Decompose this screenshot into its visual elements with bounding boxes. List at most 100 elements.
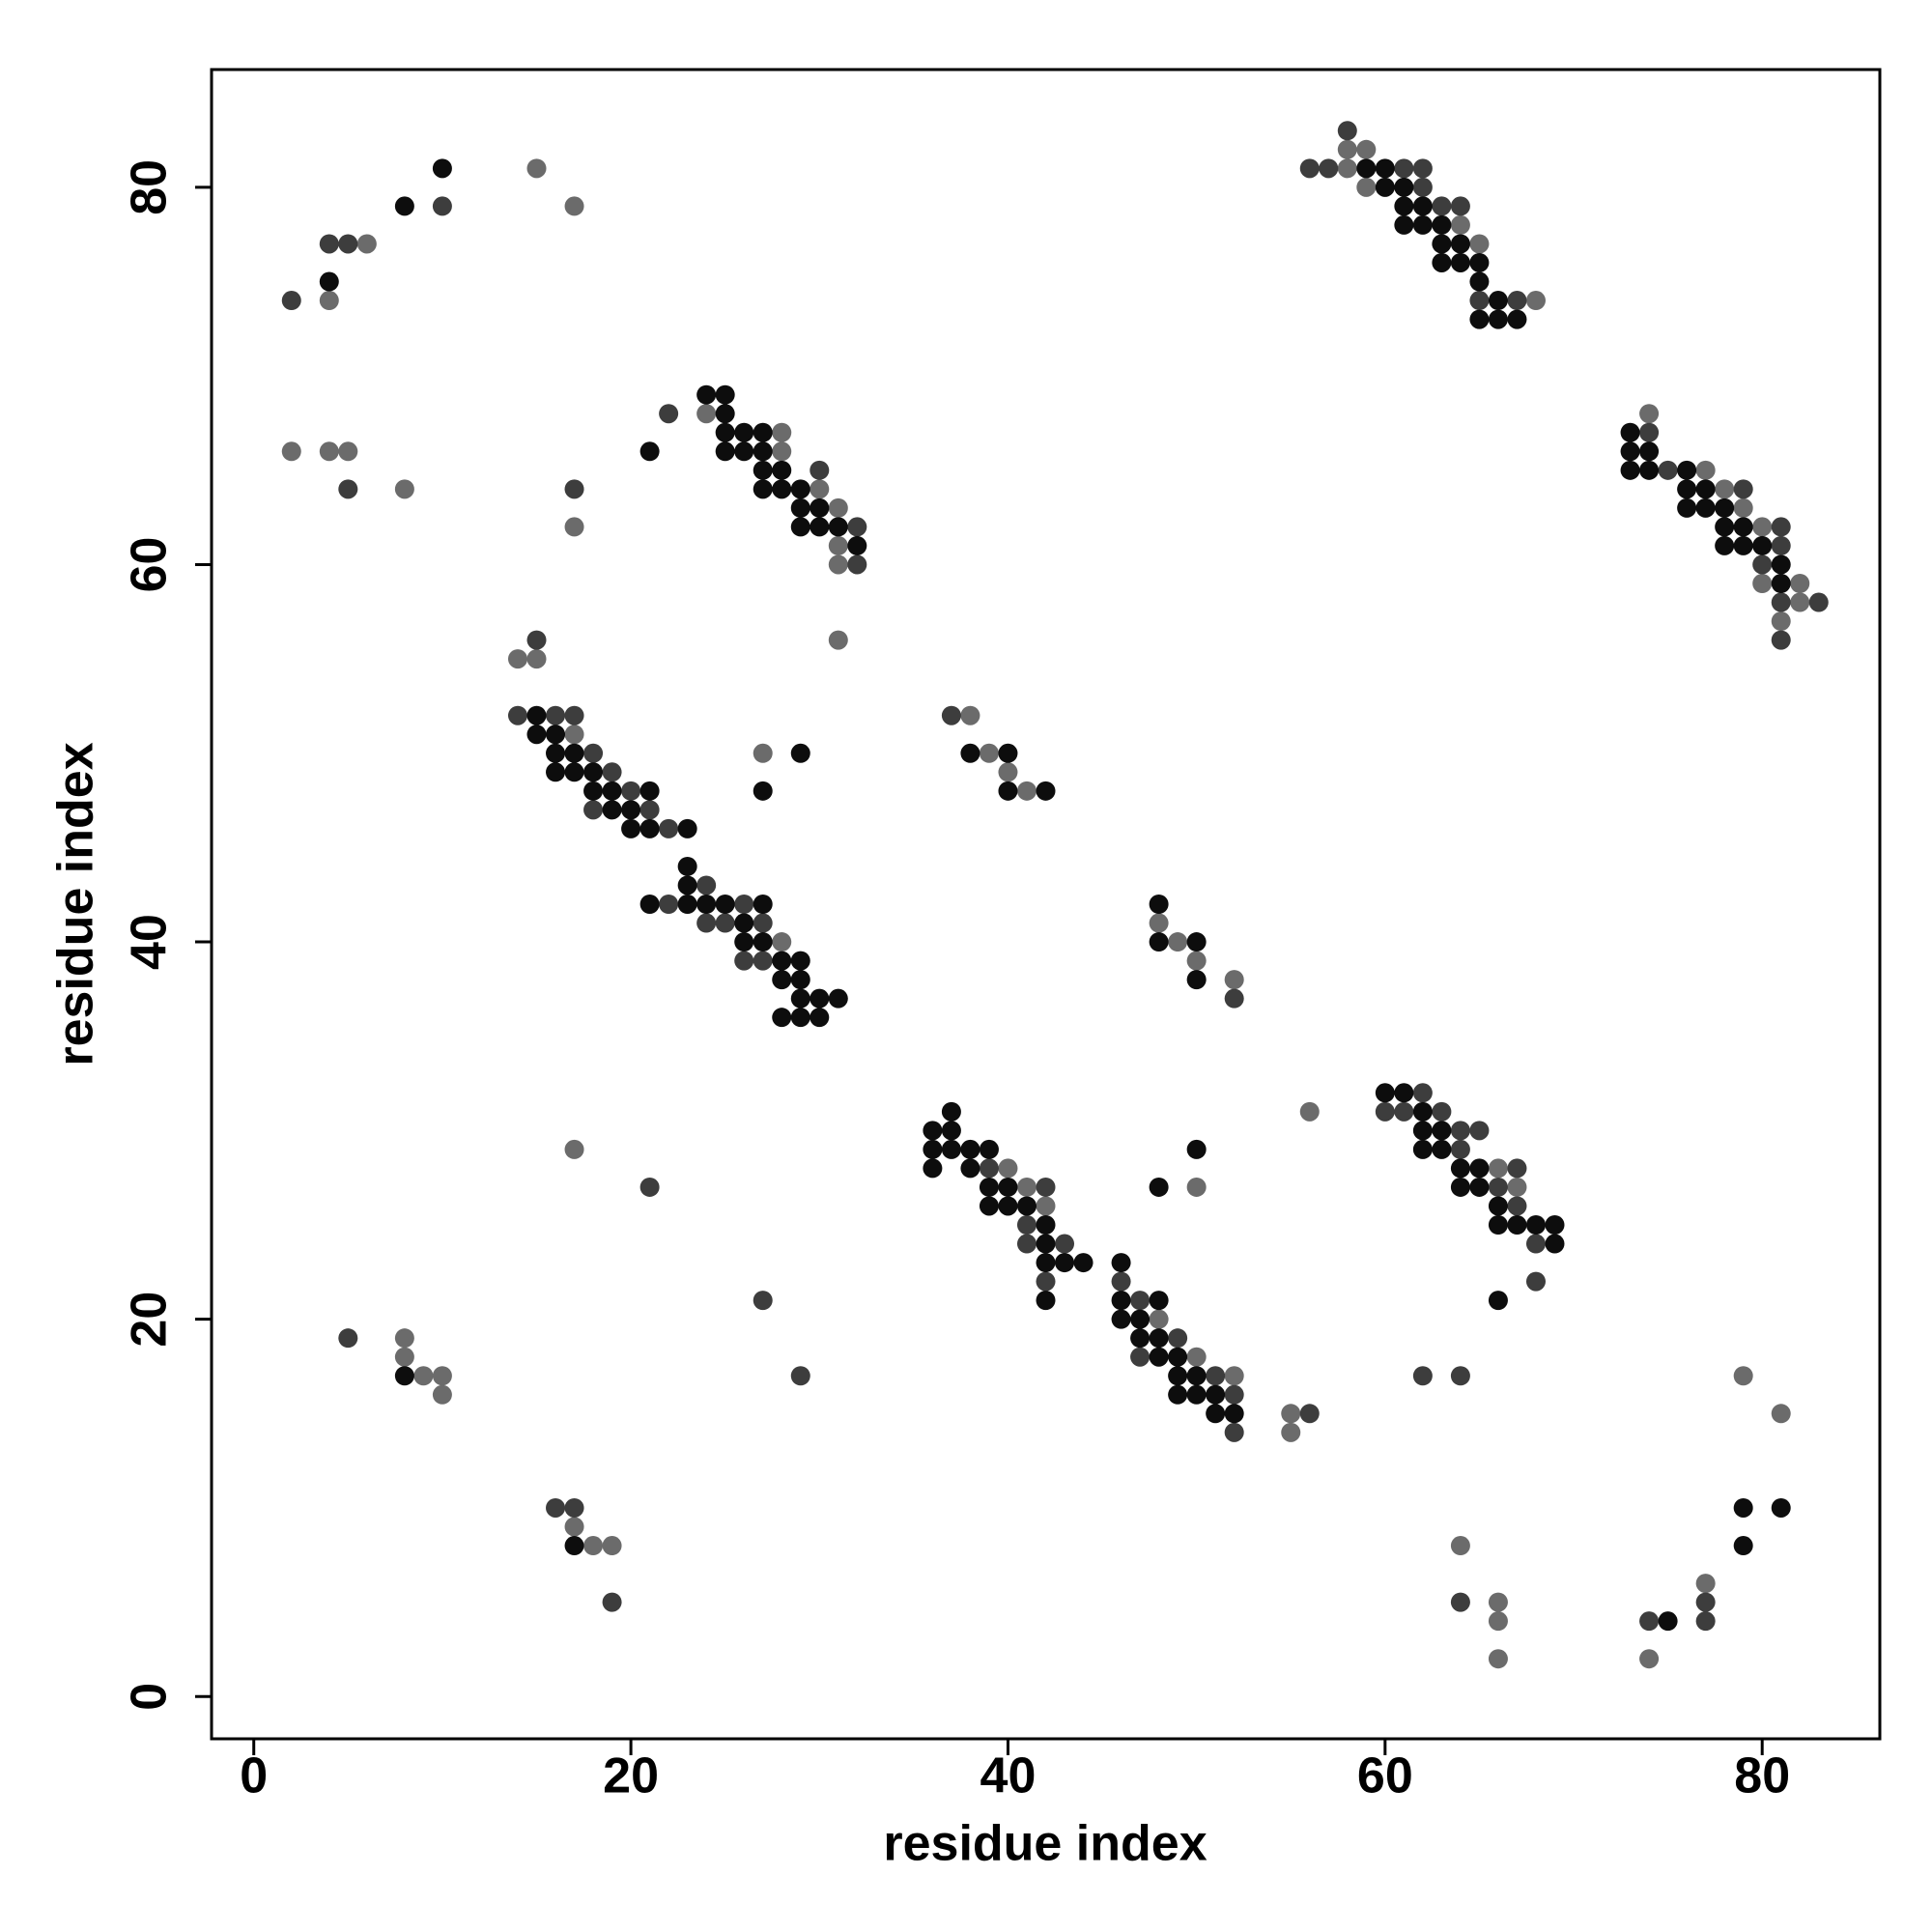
point xyxy=(1639,404,1660,424)
point xyxy=(1394,177,1414,197)
point xyxy=(338,441,358,462)
point xyxy=(1525,1271,1546,1292)
point xyxy=(715,441,735,462)
point xyxy=(583,1536,604,1556)
point xyxy=(1525,1215,1546,1236)
point xyxy=(1790,573,1810,593)
point xyxy=(1224,1422,1244,1442)
point xyxy=(715,895,735,914)
point xyxy=(1224,970,1244,990)
point xyxy=(1186,1177,1207,1197)
point xyxy=(432,1366,452,1386)
point xyxy=(1695,460,1716,480)
point xyxy=(1752,554,1773,575)
point xyxy=(526,158,547,179)
x-tick-label: 60 xyxy=(1357,1748,1413,1804)
point xyxy=(1639,441,1660,462)
point xyxy=(941,1139,961,1159)
point xyxy=(1299,1404,1320,1424)
point xyxy=(1771,573,1791,593)
point xyxy=(1450,196,1470,216)
point xyxy=(1224,1384,1244,1405)
point xyxy=(828,554,848,575)
point xyxy=(394,479,414,499)
point xyxy=(1111,1271,1131,1292)
point xyxy=(753,479,773,499)
point xyxy=(1469,271,1490,292)
point xyxy=(1469,1158,1490,1179)
point xyxy=(1168,932,1188,952)
point xyxy=(772,951,792,971)
point xyxy=(715,384,735,405)
point xyxy=(546,1497,566,1518)
point xyxy=(772,460,792,480)
point xyxy=(1206,1384,1226,1405)
point xyxy=(1771,611,1791,632)
point xyxy=(1130,1328,1151,1349)
point xyxy=(1488,1592,1508,1612)
point xyxy=(507,649,527,669)
point xyxy=(1206,1366,1226,1386)
point xyxy=(1450,1121,1470,1141)
point xyxy=(394,1366,414,1386)
point xyxy=(1469,1177,1490,1197)
point xyxy=(1715,497,1735,518)
point xyxy=(413,1366,434,1386)
point xyxy=(941,705,961,725)
point xyxy=(1281,1422,1301,1442)
point xyxy=(564,743,584,763)
point xyxy=(1488,1158,1508,1179)
point xyxy=(1488,309,1508,329)
point xyxy=(1488,1177,1508,1197)
point xyxy=(696,913,717,933)
point xyxy=(621,781,641,801)
point xyxy=(564,196,584,216)
point xyxy=(1450,1177,1470,1197)
point xyxy=(753,895,773,914)
x-tick-label: 80 xyxy=(1734,1748,1790,1804)
point xyxy=(1658,460,1678,480)
point xyxy=(583,800,604,820)
point xyxy=(1130,1309,1151,1329)
point xyxy=(772,932,792,952)
point xyxy=(564,1497,584,1518)
point xyxy=(1168,1366,1188,1386)
point xyxy=(753,781,773,801)
point xyxy=(847,554,867,575)
point xyxy=(1394,1101,1414,1122)
point xyxy=(281,291,301,311)
point xyxy=(998,743,1018,763)
point xyxy=(1450,1158,1470,1179)
point xyxy=(1469,1121,1490,1141)
point xyxy=(602,800,622,820)
point xyxy=(1790,592,1810,612)
point xyxy=(1394,1083,1414,1103)
point xyxy=(734,932,754,952)
point xyxy=(772,479,792,499)
point xyxy=(1733,497,1753,518)
point xyxy=(319,441,339,462)
point xyxy=(941,1101,961,1122)
y-axis-title: residue index xyxy=(48,742,104,1065)
point xyxy=(1715,517,1735,537)
point xyxy=(1412,158,1433,179)
point xyxy=(979,1139,999,1159)
point xyxy=(810,479,830,499)
point xyxy=(753,441,773,462)
point xyxy=(734,913,754,933)
point xyxy=(1111,1253,1131,1273)
point xyxy=(1206,1404,1226,1424)
point xyxy=(1036,1234,1056,1254)
point xyxy=(734,422,754,442)
point xyxy=(356,234,377,254)
point xyxy=(979,1196,999,1216)
point xyxy=(526,649,547,669)
point xyxy=(979,1177,999,1197)
point xyxy=(828,497,848,518)
point xyxy=(753,743,773,763)
point xyxy=(828,630,848,650)
point xyxy=(734,951,754,971)
point xyxy=(1450,214,1470,235)
point xyxy=(1771,517,1791,537)
